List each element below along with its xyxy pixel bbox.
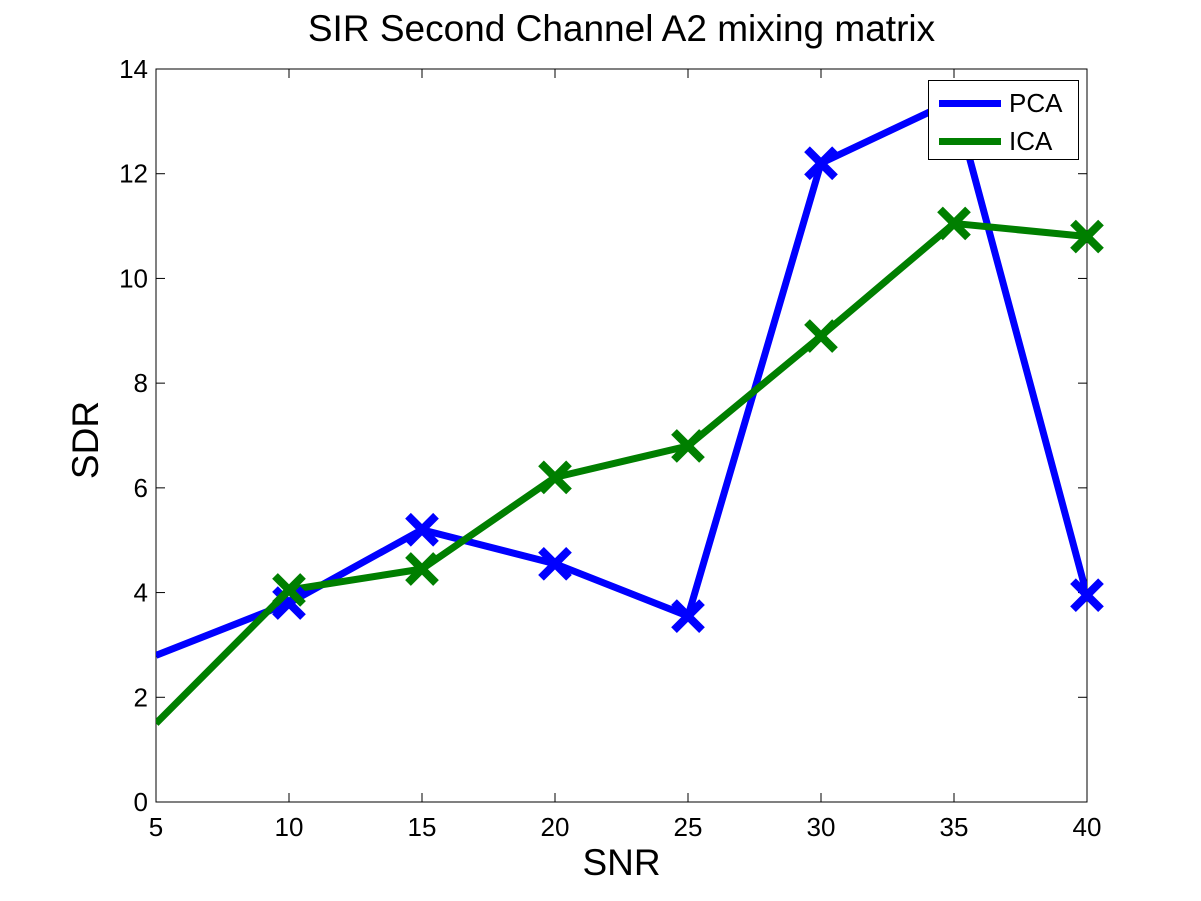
x-tick-label: 20 — [541, 812, 570, 842]
x-tick-label: 30 — [807, 812, 836, 842]
legend-label-ica: ICA — [1009, 126, 1053, 156]
legend-item-pca: PCA — [929, 83, 1080, 121]
y-axis-label: SDR — [65, 400, 106, 480]
data-point-pca — [538, 546, 572, 581]
x-tick-label: 15 — [408, 812, 437, 842]
y-tick-label: 6 — [134, 473, 148, 503]
data-point-ica — [1070, 219, 1104, 254]
legend: PCA ICA — [928, 80, 1079, 160]
x-tick-label: 40 — [1073, 812, 1102, 842]
legend-swatch-pca — [939, 100, 1001, 107]
x-tick-label: 25 — [674, 812, 703, 842]
axis-ticks: 5 10 15 20 25 30 35 40 0 2 4 6 8 10 12 14 — [119, 54, 1101, 842]
y-tick-label: 12 — [119, 159, 148, 189]
data-point-pca — [671, 599, 705, 633]
x-axis-label: SNR — [582, 842, 661, 883]
y-tick-label: 14 — [119, 54, 148, 84]
data-point-pca — [405, 512, 439, 547]
data-point-ica — [804, 319, 838, 353]
data-point-ica — [671, 429, 705, 463]
y-tick-label: 4 — [134, 578, 148, 608]
series-line-ica — [156, 219, 1087, 726]
legend-item-ica: ICA — [929, 121, 1080, 159]
data-point-ica — [272, 573, 306, 607]
data-point-ica — [937, 206, 971, 241]
legend-label-pca: PCA — [1009, 88, 1063, 118]
y-tick-label: 0 — [134, 787, 148, 817]
x-tick-label: 10 — [275, 812, 304, 842]
plot-area — [155, 68, 1088, 803]
data-point-ica — [405, 552, 439, 586]
data-point-ica — [538, 460, 572, 495]
data-point-pca — [804, 146, 838, 181]
legend-swatch-ica — [939, 138, 1001, 145]
chart-title: SIR Second Channel A2 mixing matrix — [307, 8, 936, 49]
series-markers — [272, 83, 1104, 633]
y-tick-label: 10 — [119, 263, 148, 293]
y-tick-label: 8 — [134, 368, 148, 398]
data-point-pca — [1070, 578, 1104, 613]
x-tick-label: 35 — [940, 812, 969, 842]
x-tick-label: 5 — [149, 812, 163, 842]
y-tick-label: 2 — [134, 682, 148, 712]
